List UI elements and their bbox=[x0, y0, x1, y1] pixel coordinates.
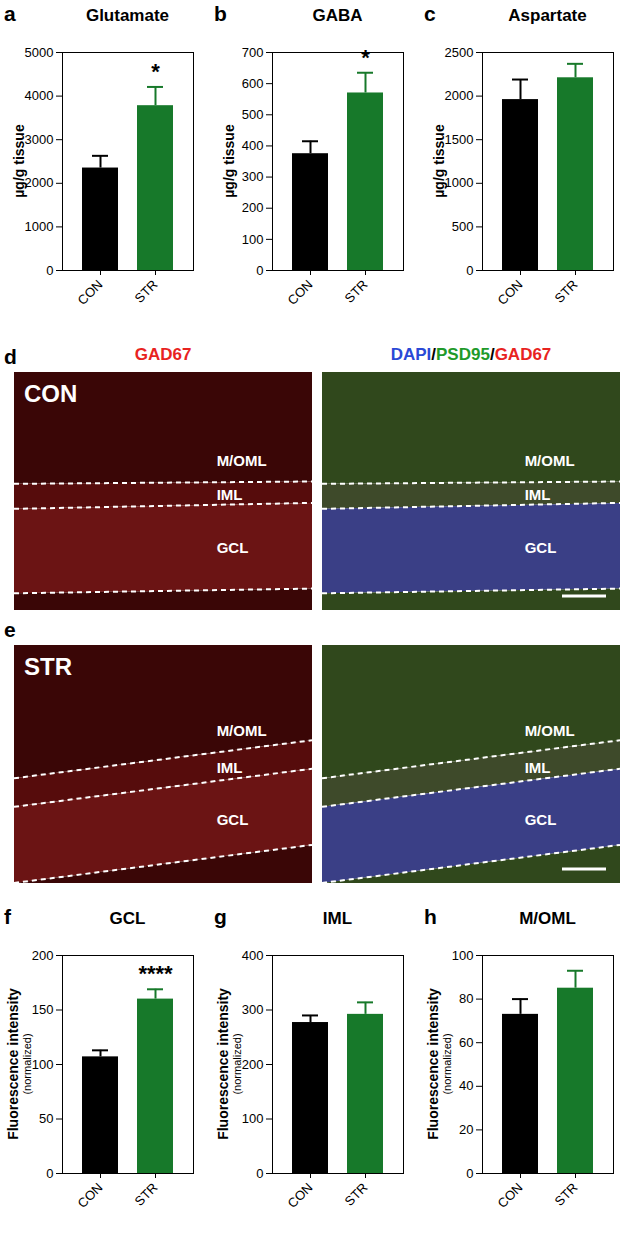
svg-text:300: 300 bbox=[242, 169, 264, 184]
svg-text:GCL: GCL bbox=[217, 539, 249, 556]
svg-text:CON: CON bbox=[495, 277, 526, 308]
svg-text:M/OML: M/OML bbox=[217, 722, 267, 739]
svg-text:CON: CON bbox=[75, 277, 106, 308]
svg-text:STR: STR bbox=[24, 653, 72, 680]
svg-text:400: 400 bbox=[242, 138, 264, 153]
html-text:GCL: GCL bbox=[109, 909, 146, 928]
html-text:Fluorescence intensity: Fluorescence intensity bbox=[5, 988, 21, 1140]
svg-text:2000: 2000 bbox=[25, 175, 54, 190]
svg-text:0: 0 bbox=[46, 263, 53, 278]
html-text:µg/g tissue: µg/g tissue bbox=[221, 124, 237, 198]
svg-text:200: 200 bbox=[242, 1057, 264, 1072]
svg-text:5000: 5000 bbox=[25, 45, 54, 60]
html-text:d: d bbox=[4, 345, 17, 368]
svg-text:IML: IML bbox=[217, 486, 243, 503]
html-text:Glutamate: Glutamate bbox=[85, 6, 170, 25]
svg-text:100: 100 bbox=[242, 232, 264, 247]
svg-text:M/OML: M/OML bbox=[217, 452, 267, 469]
svg-text:3000: 3000 bbox=[25, 132, 54, 147]
html-text:IML: IML bbox=[322, 909, 353, 928]
svg-text:M/OML: M/OML bbox=[525, 452, 575, 469]
svg-text:CON: CON bbox=[24, 380, 77, 407]
svg-text:STR: STR bbox=[342, 1180, 371, 1209]
svg-text:200: 200 bbox=[32, 948, 54, 963]
svg-text:80: 80 bbox=[459, 991, 473, 1006]
html-text:f: f bbox=[4, 905, 11, 928]
svg-text:1500: 1500 bbox=[445, 132, 474, 147]
svg-text:700: 700 bbox=[242, 45, 264, 60]
svg-text:STR: STR bbox=[132, 277, 161, 306]
svg-text:STR: STR bbox=[342, 277, 371, 306]
svg-text:2000: 2000 bbox=[445, 88, 474, 103]
svg-text:100: 100 bbox=[242, 1111, 264, 1126]
svg-text:STR: STR bbox=[552, 1180, 581, 1209]
svg-text:600: 600 bbox=[242, 76, 264, 91]
html-text:µg/g tissue: µg/g tissue bbox=[431, 124, 447, 198]
svg-text:0: 0 bbox=[46, 1166, 53, 1181]
svg-text:GCL: GCL bbox=[525, 811, 557, 828]
svg-text:2500: 2500 bbox=[445, 45, 474, 60]
svg-text:100: 100 bbox=[452, 948, 474, 963]
svg-text:GCL: GCL bbox=[525, 539, 557, 556]
svg-text:1000: 1000 bbox=[25, 219, 54, 234]
svg-text:IML: IML bbox=[525, 486, 551, 503]
svg-text:40: 40 bbox=[459, 1078, 473, 1093]
svg-text:4000: 4000 bbox=[25, 88, 54, 103]
html-text:b: b bbox=[214, 2, 227, 25]
svg-text:150: 150 bbox=[32, 1002, 54, 1017]
svg-text:50: 50 bbox=[39, 1111, 53, 1126]
svg-text:0: 0 bbox=[466, 263, 473, 278]
svg-text:0: 0 bbox=[256, 1166, 263, 1181]
svg-text:IML: IML bbox=[525, 759, 551, 776]
svg-text:60: 60 bbox=[459, 1035, 473, 1050]
svg-text:20: 20 bbox=[459, 1122, 473, 1137]
html-text:GAD67: GAD67 bbox=[134, 345, 192, 364]
html-text:g: g bbox=[214, 905, 227, 928]
html-text:DAPI / PSD95 / GAD67: DAPI / PSD95 / GAD67 bbox=[390, 345, 552, 364]
html-text:GABA: GABA bbox=[312, 6, 363, 25]
svg-text:CON: CON bbox=[285, 1180, 316, 1211]
svg-text:0: 0 bbox=[256, 263, 263, 278]
svg-text:300: 300 bbox=[242, 1002, 264, 1017]
svg-text:400: 400 bbox=[242, 948, 264, 963]
svg-text:GCL: GCL bbox=[217, 811, 249, 828]
svg-text:1000: 1000 bbox=[445, 175, 474, 190]
svg-text:0: 0 bbox=[466, 1166, 473, 1181]
html-text:Aspartate: Aspartate bbox=[508, 6, 587, 25]
svg-text:M/OML: M/OML bbox=[525, 722, 575, 739]
svg-text:CON: CON bbox=[75, 1180, 106, 1211]
html-text:h: h bbox=[424, 905, 437, 928]
svg-text:500: 500 bbox=[242, 107, 264, 122]
svg-text:CON: CON bbox=[495, 1180, 526, 1211]
svg-text:500: 500 bbox=[452, 219, 474, 234]
svg-text:STR: STR bbox=[132, 1180, 161, 1209]
svg-text:CON: CON bbox=[285, 277, 316, 308]
html-text:(normalized): (normalized) bbox=[231, 1033, 243, 1095]
svg-text:*: * bbox=[361, 45, 370, 70]
html-text:(normalized): (normalized) bbox=[441, 1033, 453, 1095]
svg-text:STR: STR bbox=[552, 277, 581, 306]
html-text:µg/g tissue: µg/g tissue bbox=[11, 124, 27, 198]
svg-text:*: * bbox=[151, 59, 160, 84]
html-text:a: a bbox=[4, 2, 16, 25]
svg-text:100: 100 bbox=[32, 1057, 54, 1072]
svg-text:****: **** bbox=[138, 961, 173, 986]
html-text:Fluorescence intensity: Fluorescence intensity bbox=[215, 988, 231, 1140]
svg-text:200: 200 bbox=[242, 200, 264, 215]
html-text:c: c bbox=[424, 2, 436, 25]
html-text:Fluorescence intensity: Fluorescence intensity bbox=[425, 988, 441, 1140]
svg-text:IML: IML bbox=[217, 759, 243, 776]
html-text:(normalized): (normalized) bbox=[21, 1033, 33, 1095]
html-text:M/OML: M/OML bbox=[519, 909, 576, 928]
html-text:e: e bbox=[4, 618, 16, 641]
